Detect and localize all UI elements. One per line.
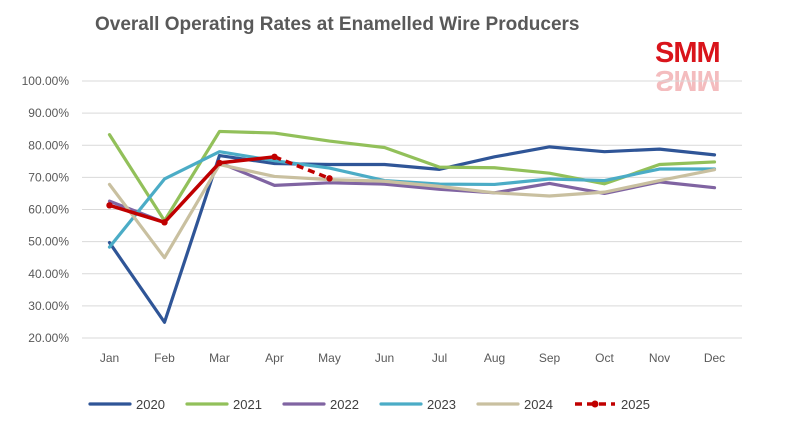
series-line-2025-projected xyxy=(273,155,331,180)
legend-marker xyxy=(591,400,599,408)
x-tick-label: May xyxy=(318,351,341,365)
legend-label: 2024 xyxy=(524,397,553,412)
legend-label: 2021 xyxy=(233,397,262,412)
y-axis-tick-labels: 20.00% 30.00% 40.00% 50.00% 60.00% 70.00% 80.0… xyxy=(22,74,70,345)
x-tick-label: Sep xyxy=(539,351,561,365)
y-tick-label: 60.00% xyxy=(28,203,69,217)
x-tick-label: Feb xyxy=(154,351,175,365)
legend-item-2023: 2023 xyxy=(379,397,456,412)
x-tick-label: Nov xyxy=(649,351,670,365)
x-tick-label: Dec xyxy=(704,351,725,365)
data-point xyxy=(271,153,278,161)
series-line-2025 xyxy=(107,155,277,225)
data-point xyxy=(161,219,168,226)
legend-label: 2025 xyxy=(621,397,650,412)
logo-text: SMM xyxy=(655,37,721,69)
y-tick-label: 90.00% xyxy=(28,106,69,120)
x-tick-label: Jan xyxy=(100,351,119,365)
legend-item-2020: 2020 xyxy=(88,397,165,412)
smm-logo: SMM SMM xyxy=(655,38,739,100)
series-line-2024 xyxy=(107,162,717,260)
y-tick-label: 50.00% xyxy=(28,235,69,249)
series-lines xyxy=(106,129,717,324)
legend-item-2024: 2024 xyxy=(476,397,553,412)
legend-item-2025: 2025 xyxy=(575,397,650,412)
gridlines xyxy=(82,80,742,339)
data-point xyxy=(216,159,223,167)
y-tick-label: 20.00% xyxy=(28,331,69,345)
series-line-2020 xyxy=(107,145,717,324)
legend-label: 2022 xyxy=(330,397,359,412)
legend-label: 2020 xyxy=(136,397,165,412)
legend-item-2021: 2021 xyxy=(185,397,262,412)
x-tick-label: Aug xyxy=(484,351,505,365)
y-tick-label: 30.00% xyxy=(28,299,69,313)
y-tick-label: 70.00% xyxy=(28,170,69,184)
x-tick-label: Jul xyxy=(432,351,447,365)
legend-item-2022: 2022 xyxy=(282,397,359,412)
data-point xyxy=(326,175,333,182)
data-point xyxy=(106,202,113,209)
x-tick-label: Mar xyxy=(209,351,230,365)
x-axis-tick-labels: Jan Feb Mar Apr May Jun Jul Aug Sep Oct Nov Dec xyxy=(100,351,725,365)
y-tick-label: 40.00% xyxy=(28,267,69,281)
x-tick-label: Apr xyxy=(265,351,284,365)
y-tick-label: 80.00% xyxy=(28,138,69,152)
x-tick-label: Oct xyxy=(595,351,614,365)
series-line-2021 xyxy=(107,129,717,223)
legend: 2020 2021 2022 2023 2024 2025 xyxy=(88,397,650,412)
x-tick-label: Jun xyxy=(375,351,394,365)
y-tick-label: 100.00% xyxy=(22,74,70,88)
legend-label: 2023 xyxy=(427,397,456,412)
chart-title: Overall Operating Rates at Enamelled Wir… xyxy=(95,14,580,35)
